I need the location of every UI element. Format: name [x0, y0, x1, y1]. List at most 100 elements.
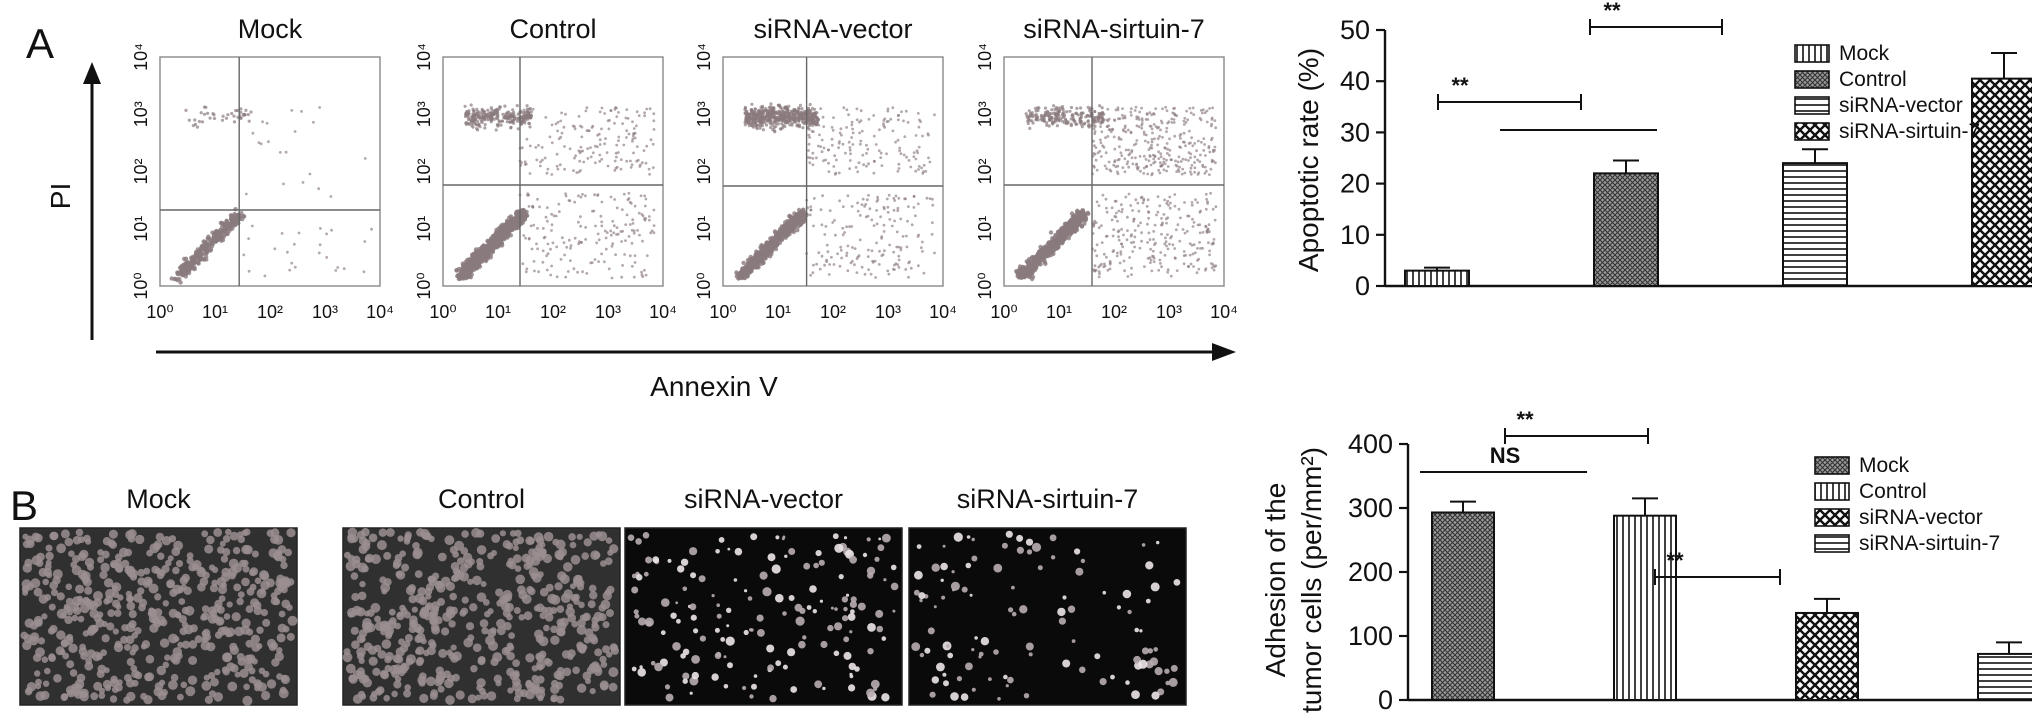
legend-label: Control: [1839, 68, 1907, 91]
pi-axis-label: PI: [45, 183, 76, 209]
significance-label: **: [1603, 0, 1621, 23]
adhesion-y-label-line2: tumor cells (per/mm²): [1296, 447, 1327, 713]
x-tick-label: 10³: [1156, 302, 1182, 322]
legend-label: Mock: [1859, 454, 1910, 477]
legend-swatch: [1814, 508, 1850, 527]
scatter-dots: [1014, 104, 1218, 282]
apoptotic-y-label: Apoptotic rate (%): [1293, 48, 1324, 272]
y-tick-label: 10²: [131, 158, 151, 184]
y-tick-label: 300: [1348, 493, 1393, 523]
y-tick-label: 10³: [414, 101, 434, 127]
annexin-axis-label: Annexin V: [650, 371, 778, 402]
flow-plot: Mock 10⁰ 10⁰ 10¹ 10¹ 10² 10² 10³ 10³ 10⁴ 10⁴: [131, 14, 394, 322]
y-tick-label: 10⁴: [414, 43, 434, 71]
bar-sirna-sirtuin-7: [1977, 652, 2032, 701]
y-tick-label: 10⁰: [694, 272, 714, 299]
x-tick-label: 10⁴: [366, 302, 394, 322]
y-tick-label: 0: [1378, 685, 1393, 715]
cells: [911, 530, 1181, 701]
microscopy-title: Mock: [126, 484, 191, 514]
y-tick-label: 20: [1340, 169, 1370, 199]
microscopy-title: siRNA-sirtuin-7: [957, 484, 1139, 514]
x-tick-label: 10⁰: [990, 302, 1017, 322]
x-tick-label: 10²: [1101, 302, 1127, 322]
y-tick-label: 30: [1340, 117, 1370, 147]
y-tick-label: 50: [1340, 15, 1370, 45]
legend-label: siRNA-vector: [1839, 94, 1963, 117]
microscopy-images: Mock Control siRNA-vector siRNA-sirtuin-7: [19, 484, 1187, 706]
microscopy-title: siRNA-vector: [684, 484, 843, 514]
y-tick-label: 400: [1348, 429, 1393, 459]
flow-cytometry-plots: Mock 10⁰ 10⁰ 10¹ 10¹ 10² 10² 10³ 10³ 10⁴ 10⁴ Contro…: [131, 14, 1238, 322]
y-tick-label: 10: [1340, 220, 1370, 250]
legend-label: Mock: [1839, 42, 1890, 65]
cells: [627, 532, 899, 703]
scatter-dots: [734, 102, 936, 281]
bar-control: [1593, 172, 1659, 287]
legend-label: siRNA-sirtuin-7: [1839, 120, 1980, 143]
significance-label: **: [1451, 73, 1469, 98]
microscopy-title: Control: [438, 484, 525, 514]
annexin-axis-arrow: [156, 343, 1236, 361]
microscopy-image: siRNA-sirtuin-7: [908, 484, 1187, 706]
significance-label: **: [1516, 407, 1534, 432]
legend-swatch: [1794, 122, 1830, 141]
y-tick-label: 10²: [414, 158, 434, 184]
y-tick-label: 10¹: [131, 216, 151, 242]
adhesion-chart: 0 100 200 300 400 Mock Control siRNA-vector siRN…: [1260, 407, 2032, 715]
y-tick-label: 40: [1340, 66, 1370, 96]
x-tick-label: 10³: [875, 302, 901, 322]
apoptotic-rate-chart: 0 10 20 30 40 50 Mock Control siRNA-vector siRNA-…: [1293, 0, 2032, 301]
significance-label: **: [1666, 548, 1684, 573]
cells: [20, 528, 298, 706]
x-tick-label: 10⁰: [429, 302, 456, 322]
cells: [342, 527, 620, 705]
plot-frame: [159, 56, 381, 287]
scatter-dots: [169, 105, 373, 285]
x-tick-label: 10²: [540, 302, 566, 322]
y-tick-label: 10¹: [694, 216, 714, 242]
panel-label-b: B: [10, 482, 38, 529]
y-tick-label: 100: [1348, 621, 1393, 651]
bar-sirna-vector: [1795, 611, 1859, 702]
microscopy-image: Mock: [19, 484, 298, 706]
x-tick-label: 10¹: [765, 302, 791, 322]
bar-control: [1613, 514, 1677, 701]
x-tick-label: 10⁰: [146, 302, 173, 322]
microscopy-image: Control: [342, 484, 621, 706]
y-tick-label: 10⁴: [975, 43, 995, 71]
y-tick-label: 10⁰: [131, 272, 151, 299]
scatter-dots: [454, 103, 656, 282]
legend-swatch: [1814, 482, 1850, 501]
y-tick-label: 10²: [694, 158, 714, 184]
flow-plot: Control 10⁰ 10⁰ 10¹ 10¹ 10² 10² 10³ 10³ 10⁴ 10⁴: [414, 14, 677, 322]
flow-plot: siRNA-vector 10⁰ 10⁰ 10¹ 10¹ 10² 10² 10³ 10³ 10⁴ 1…: [694, 14, 957, 322]
y-tick-label: 10⁰: [414, 272, 434, 299]
y-tick-label: 10⁴: [131, 43, 151, 71]
legend-label: Control: [1859, 480, 1927, 503]
legend-swatch: [1794, 96, 1830, 115]
bar-sirna-sirtuin-7: [1971, 77, 2032, 287]
bar-sirna-vector: [1782, 162, 1848, 287]
adhesion-y-label-line1: Adhesion of the: [1260, 483, 1291, 678]
flow-plot: siRNA-sirtuin-7 10⁰ 10⁰ 10¹ 10¹ 10² 10² 10³ 10³ 1…: [975, 14, 1238, 322]
y-tick-label: 10³: [975, 101, 995, 127]
y-tick-label: 10³: [131, 101, 151, 127]
x-tick-label: 10⁰: [709, 302, 736, 322]
x-tick-label: 10⁴: [929, 302, 957, 322]
significance-label: NS: [1490, 443, 1521, 468]
x-tick-label: 10¹: [485, 302, 511, 322]
legend-swatch: [1814, 534, 1850, 553]
bar-mock: [1404, 269, 1470, 288]
y-tick-label: 0: [1355, 271, 1370, 301]
y-tick-label: 200: [1348, 557, 1393, 587]
legend-swatch: [1794, 70, 1830, 89]
flow-plot-title: siRNA-sirtuin-7: [1023, 14, 1205, 44]
legend-label: siRNA-sirtuin-7: [1859, 532, 2000, 555]
flow-plot-title: Mock: [238, 14, 303, 44]
y-tick-label: 10⁴: [694, 43, 714, 71]
flow-plot-title: Control: [509, 14, 596, 44]
x-tick-label: 10²: [820, 302, 846, 322]
legend-label: siRNA-vector: [1859, 506, 1983, 529]
x-tick-label: 10³: [595, 302, 621, 322]
